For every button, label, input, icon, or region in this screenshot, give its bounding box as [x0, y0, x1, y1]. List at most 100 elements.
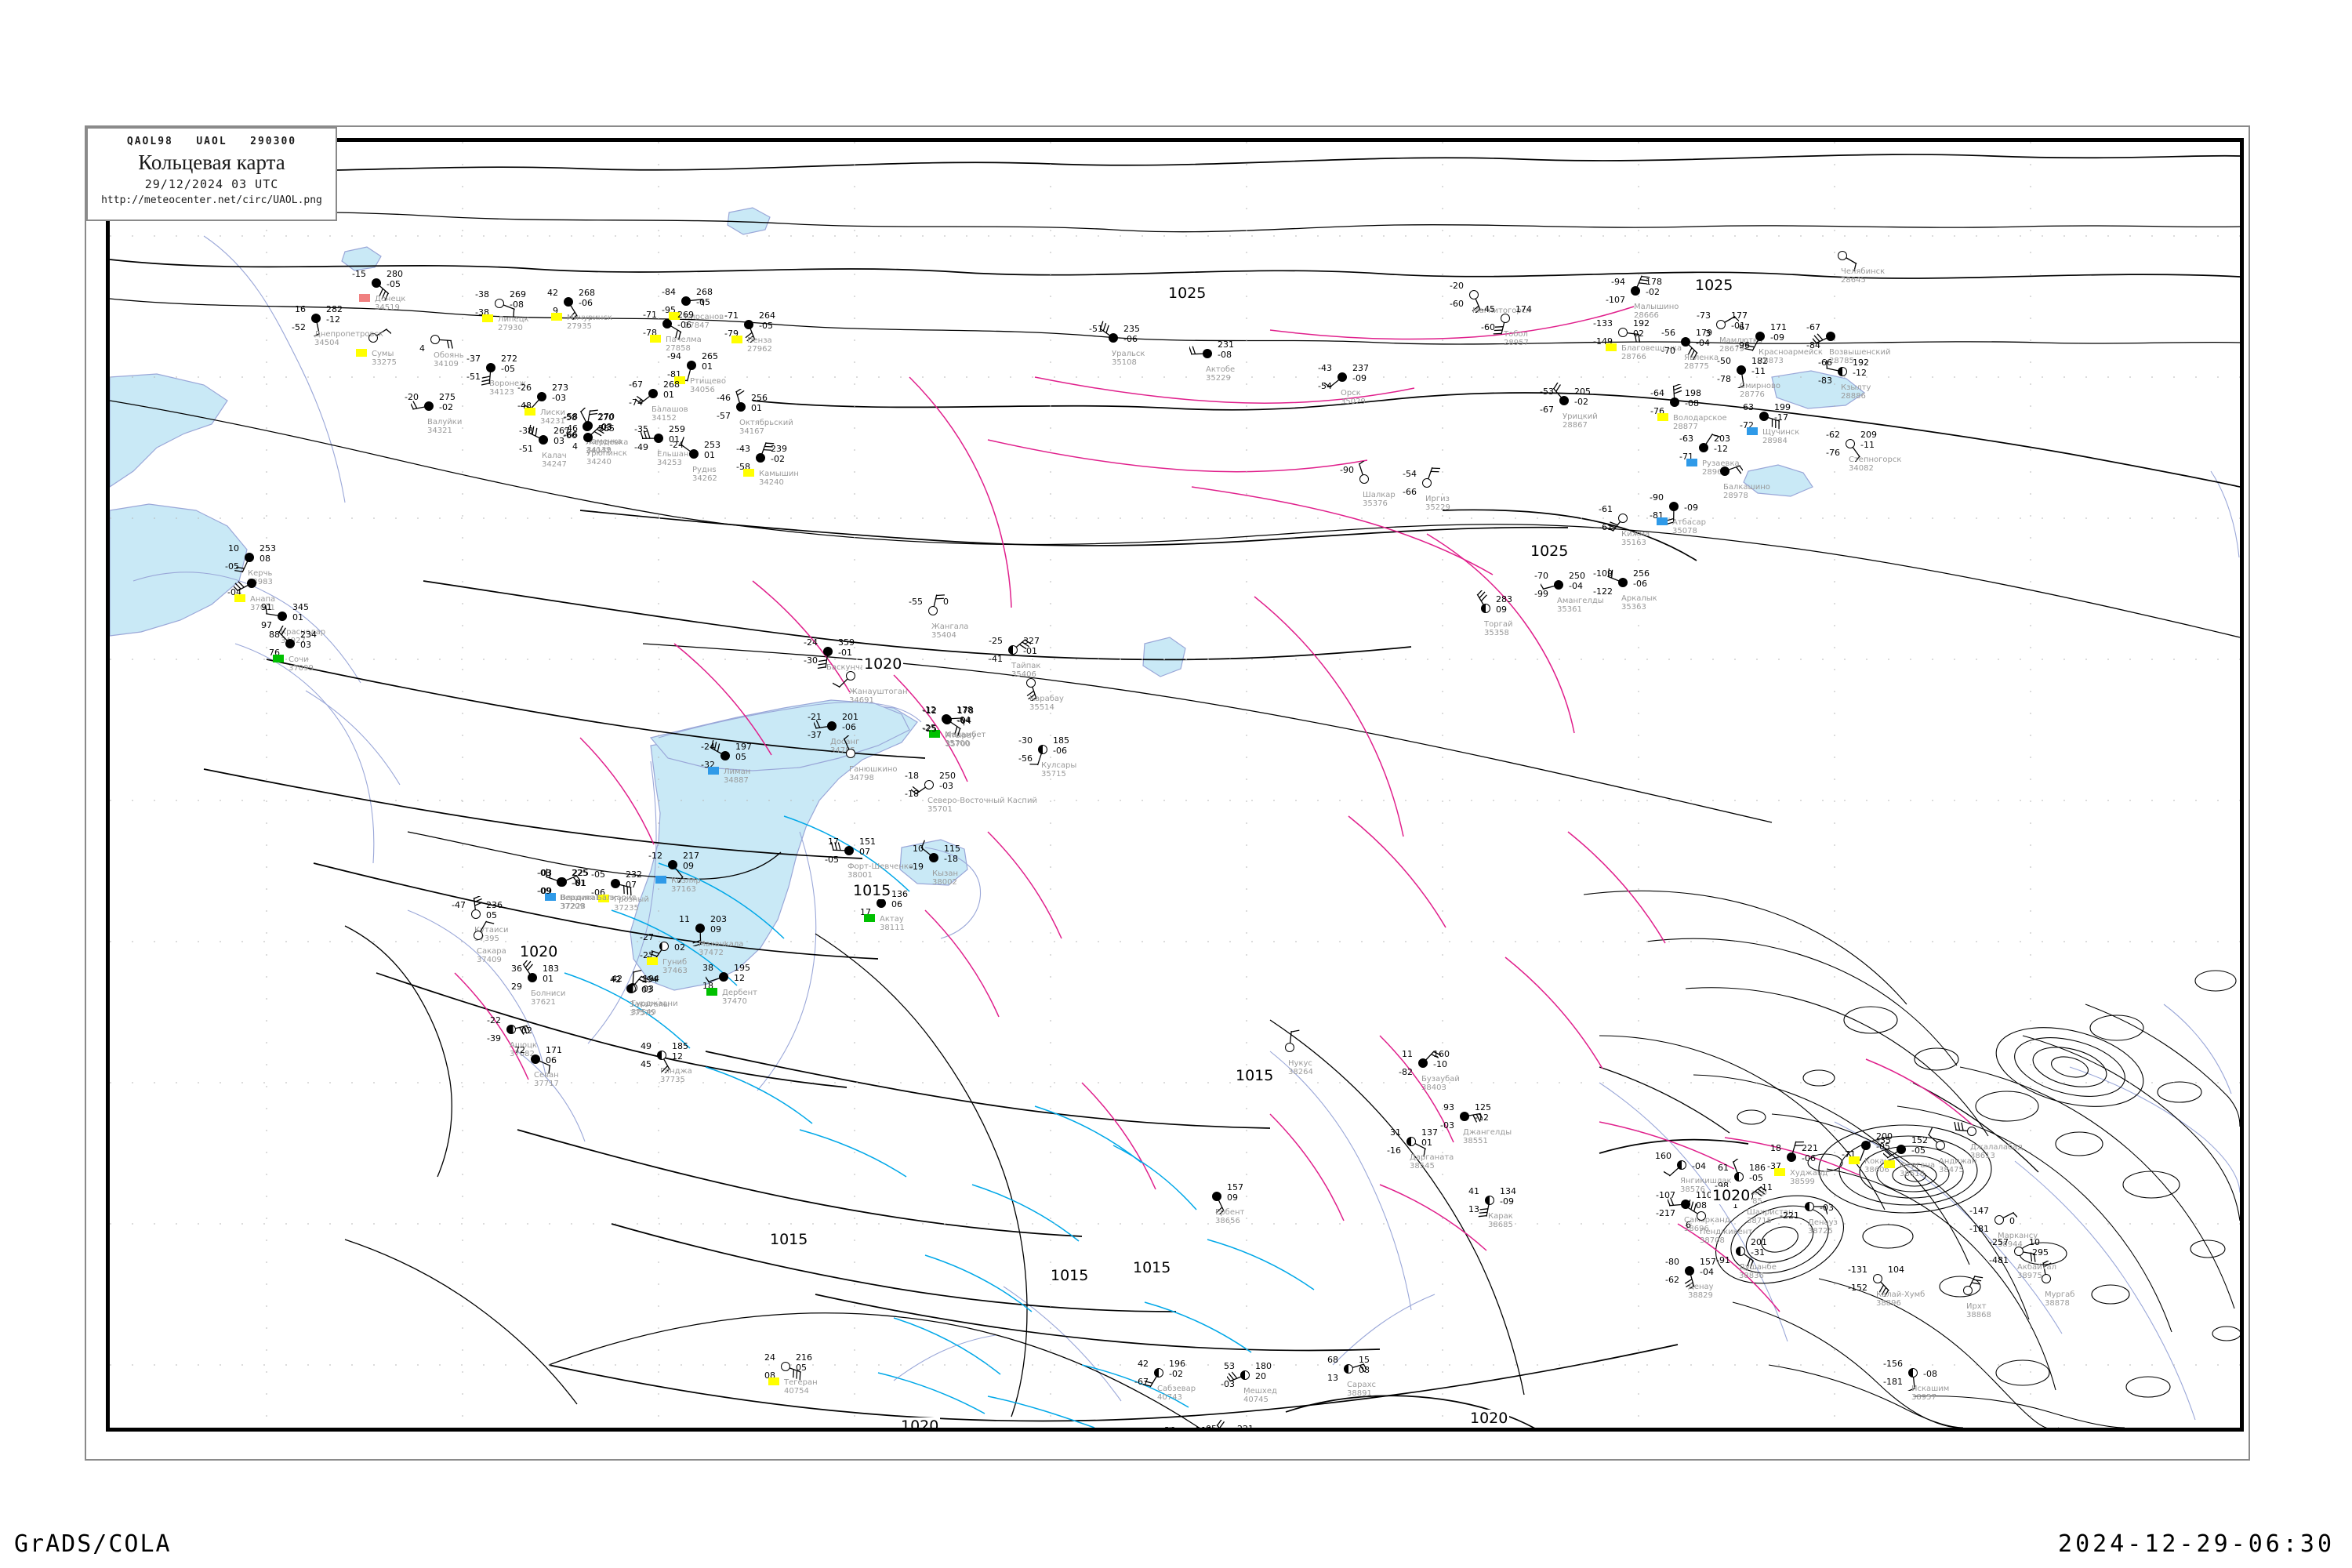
present-weather-marker: [864, 914, 875, 922]
cloud-cover-symbol: [1485, 1196, 1494, 1205]
present-weather-marker: [1657, 413, 1668, 421]
station-pressure-tendency: -08: [1685, 398, 1699, 408]
station-wmo-id: 28978: [1723, 492, 1748, 500]
station-temperature: -94: [667, 351, 681, 361]
present-weather-marker: [708, 767, 719, 775]
station-name: Ербент: [1215, 1208, 1245, 1217]
station-pressure-tendency: -02: [1646, 287, 1660, 297]
station-name: Кирсанов: [684, 313, 724, 321]
cloud-cover-symbol: [583, 422, 592, 431]
cloud-cover-symbol: [662, 319, 672, 328]
station-temperature: -27: [640, 932, 654, 942]
station-pressure: 160: [1433, 1049, 1450, 1059]
station-pressure: 194: [641, 975, 658, 985]
station-name: Октябрьский: [739, 419, 793, 427]
title-cartouche: QAOL98 UAOL 290300 Кольцевая карта 29/12…: [86, 127, 337, 221]
station-name: Анапа: [250, 595, 276, 604]
station-pressure: 186: [1749, 1163, 1766, 1173]
station-wmo-id: 34047: [586, 447, 611, 456]
station-pressure: 205: [1574, 387, 1591, 397]
cloud-cover-symbol: [1967, 1127, 1976, 1136]
station-name: Пачелма: [666, 336, 702, 344]
station-pressure-tendency: 06: [891, 899, 902, 909]
station-dewpoint: -56: [1018, 753, 1033, 764]
station-wmo-id: 38868: [1966, 1311, 1991, 1319]
political-borders: [110, 208, 2240, 1428]
station-temperature: -46: [717, 393, 731, 403]
station-name: Тобол: [1504, 330, 1528, 339]
station-wmo-id: 37235: [614, 904, 639, 913]
station-name: Закаталы: [630, 1000, 670, 1009]
cloud-cover-symbol: [1460, 1112, 1469, 1121]
cloud-cover-symbol: [368, 333, 378, 343]
cloud-cover-symbol: [736, 402, 746, 412]
present-weather-marker: [1849, 1156, 1860, 1164]
station-wmo-id: 35376: [1363, 499, 1388, 508]
station-pressure-tendency: -04: [1700, 1267, 1714, 1277]
cloud-cover-symbol: [846, 749, 855, 758]
station-pressure-tendency: 08: [1696, 1200, 1707, 1210]
station-name: Степногорск: [1849, 456, 1902, 464]
station-temperature: 36: [511, 964, 522, 974]
cloud-cover-symbol: [611, 879, 620, 888]
station-wmo-id: 37463: [662, 967, 688, 975]
station-name: Орск: [1341, 389, 1361, 397]
station-temperature: 88: [269, 630, 280, 640]
station-dewpoint: -96: [1736, 340, 1750, 350]
station-temperature: -73: [1697, 310, 1711, 321]
station-pressure: 197: [735, 742, 752, 752]
station-dewpoint: -221: [1780, 1210, 1799, 1221]
isobar-label: 1020: [1711, 1187, 1752, 1204]
station-dewpoint: -481: [1989, 1255, 2009, 1265]
station-temperature: -133: [1593, 318, 1613, 328]
station-temperature: -257: [1989, 1237, 2009, 1247]
station-pressure: 196: [1169, 1359, 1185, 1369]
cloud-cover-symbol: [1846, 439, 1855, 448]
present-weather-marker: [1747, 427, 1758, 435]
station-pressure: 211: [1196, 1425, 1212, 1428]
station-pressure-tendency: -02: [1574, 397, 1588, 407]
station-wmo-id: 38551: [1463, 1137, 1488, 1145]
station-name: Мешхед: [1243, 1387, 1277, 1396]
wind-barb: [662, 1425, 699, 1428]
station-wmo-id: 28877: [1673, 423, 1698, 431]
station-pressure-tendency: 01: [669, 434, 680, 445]
station-temperature: -43: [736, 444, 750, 454]
station-temperature: -12: [648, 851, 662, 861]
station-name: Нукус: [1288, 1059, 1312, 1068]
cloud-cover-symbol: [1734, 1172, 1744, 1181]
station-pressure-tendency: 07: [859, 847, 870, 857]
station-dewpoint: 4: [572, 441, 578, 452]
station-temperature: -12: [922, 705, 936, 715]
station-name: Атырау: [946, 731, 976, 740]
cloud-cover-symbol: [756, 453, 765, 463]
station-dewpoint: -181: [1969, 1224, 1989, 1234]
station-name: Рузаевка: [1702, 459, 1740, 468]
station-pressure: 10: [2029, 1237, 2040, 1247]
station-pressure-tendency: 12: [734, 973, 745, 983]
station-name: Донецк: [375, 295, 406, 303]
present-weather-marker: [551, 313, 562, 321]
station-dewpoint: -03: [1221, 1379, 1235, 1389]
isobar-label: 1020: [862, 655, 904, 673]
present-weather-marker: [1606, 343, 1617, 351]
station-dewpoint: -41: [989, 654, 1003, 664]
station-name: Махачкала: [699, 940, 744, 949]
map-canvas[interactable]: -38 269 -38 -08 Липецк 27930 42 268 9 -06 Мичуринс…: [110, 142, 2240, 1428]
station-temperature: -35: [1877, 1135, 1891, 1145]
station-pressure-tendency: 0: [2009, 1216, 2015, 1226]
cloud-cover-symbol: [1285, 1043, 1294, 1052]
cloud-cover-symbol: [424, 401, 434, 411]
station-wmo-id: 37409: [477, 956, 502, 964]
station-wmo-id: 34798: [849, 774, 874, 782]
station-name: Аркалык: [1621, 594, 1657, 603]
station-pressure: 0: [943, 597, 949, 607]
station-name: Керчь: [248, 569, 273, 578]
source-url: http://meteocenter.net/circ/UAOL.png: [101, 194, 322, 207]
station-name: Уральск: [1112, 350, 1145, 358]
station-dewpoint: -78: [1717, 374, 1731, 384]
station-wmo-id: 27930: [498, 324, 523, 332]
station-pressure-tendency: 09: [710, 924, 721, 935]
station-pressure-tendency: -06: [579, 298, 593, 308]
station-pressure: 256: [751, 393, 768, 403]
